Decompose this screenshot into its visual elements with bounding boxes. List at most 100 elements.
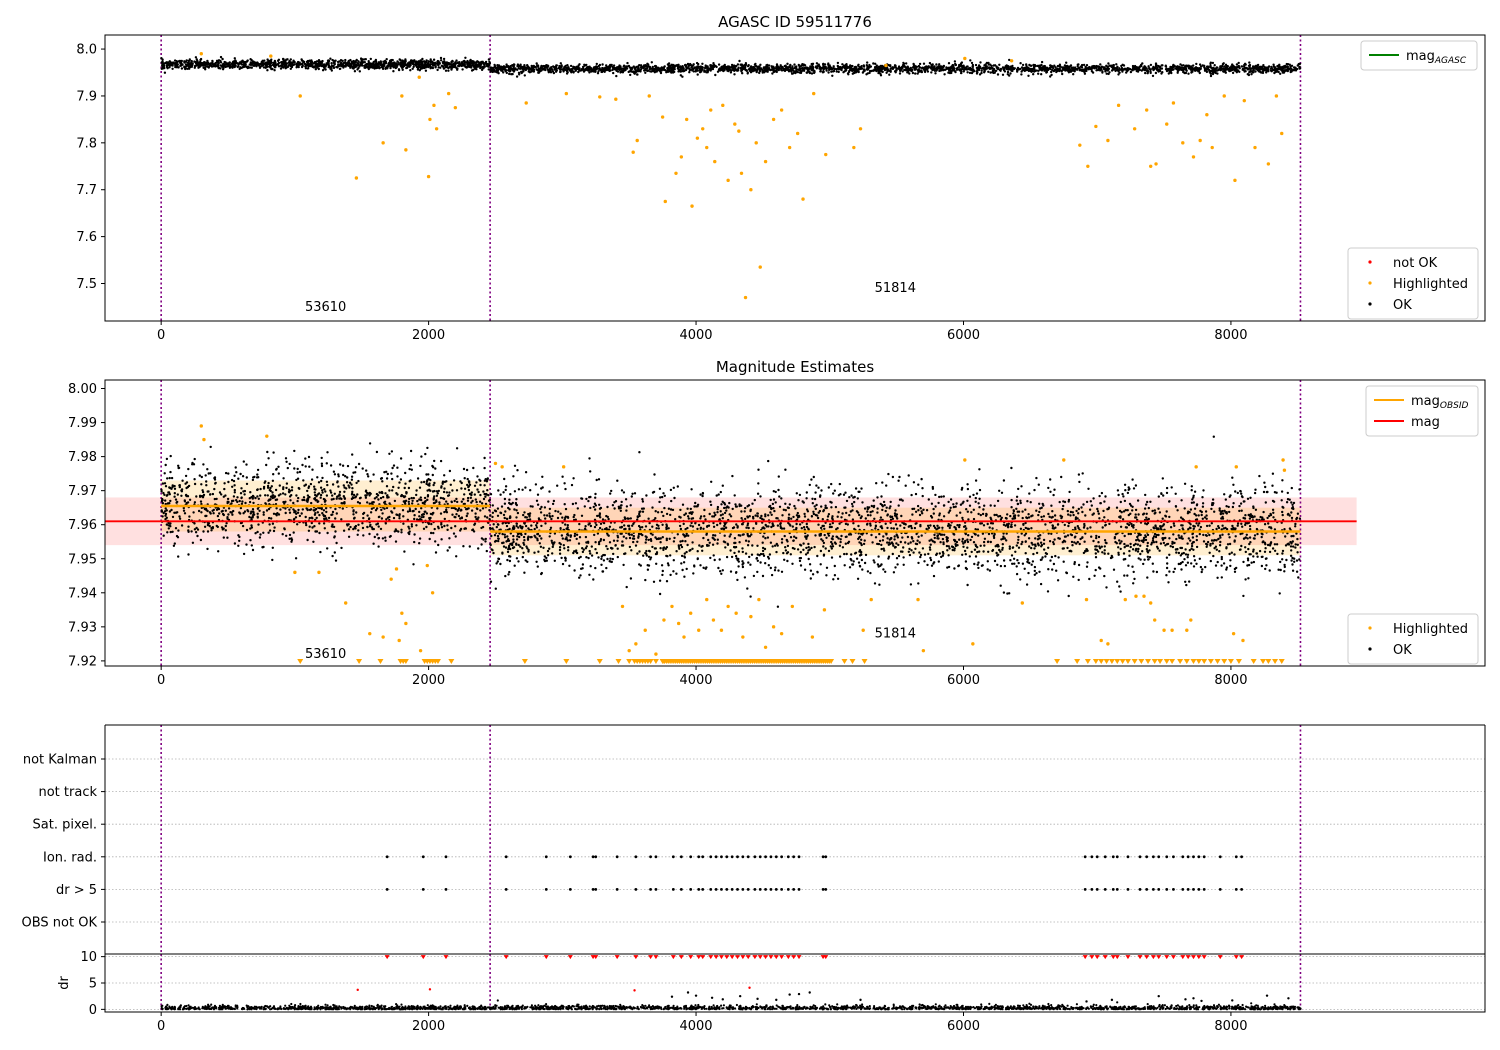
agasc-highlighted-point <box>733 122 737 126</box>
magest-highlighted-point <box>620 604 625 609</box>
dr-clipped-marker <box>729 955 735 960</box>
magest-clipped-marker <box>1201 659 1208 664</box>
dr-clipped-marker <box>1190 955 1196 960</box>
magest-highlighted-point <box>394 567 399 571</box>
agasc-highlighted-point <box>1106 138 1110 143</box>
magest-xtick-label: 6000 <box>947 673 980 688</box>
flag-marker <box>792 888 796 891</box>
flag-marker <box>780 855 784 859</box>
dr-outlier-point <box>1085 1000 1088 1003</box>
dr-clipped-marker <box>593 955 599 960</box>
flag-category-label: OBS not OK <box>22 916 98 931</box>
flag-marker <box>736 888 739 891</box>
agasc-highlighted-point <box>434 127 439 131</box>
magest-highlighted-point <box>1194 465 1198 469</box>
magest-highlighted-point <box>561 465 566 469</box>
flag-marker <box>1090 855 1094 859</box>
magest-highlighted-point <box>726 604 730 609</box>
magest-highlighted-point <box>1134 594 1138 598</box>
flag-marker <box>1151 888 1155 891</box>
dr-clipped-marker <box>796 955 802 960</box>
flag-marker <box>741 888 745 891</box>
magest-clipped-marker <box>1260 659 1267 664</box>
flag-marker <box>1192 888 1195 891</box>
agasc-highlighted-point <box>1233 178 1237 183</box>
dr-outlier-point <box>710 996 714 999</box>
flag-marker <box>679 855 683 859</box>
dr-outlier-point <box>1110 998 1114 1002</box>
magest-obsid-label: 51814 <box>875 627 916 642</box>
flag-marker <box>1095 855 1099 859</box>
magest-clipped-marker <box>1054 659 1061 664</box>
flag-marker <box>786 855 790 859</box>
magest-clipped-marker <box>521 659 528 664</box>
agasc-highlighted-point <box>812 91 816 96</box>
dr-clipped-marker <box>700 955 706 960</box>
dr-clipped-marker <box>1196 955 1202 960</box>
flag-marker <box>709 855 713 859</box>
dr-ytick-label: 0 <box>89 1003 97 1018</box>
magest-highlighted-point <box>734 611 738 615</box>
flag-marker <box>697 855 701 859</box>
dr-outlier-point <box>356 988 359 992</box>
agasc-title: AGASC ID 59511776 <box>718 13 872 31</box>
flag-marker <box>769 855 773 859</box>
flag-marker <box>594 855 598 859</box>
agasc-axes-frame <box>104 34 1486 322</box>
flag-marker <box>730 855 734 859</box>
agasc-ytick-label: 7.8 <box>76 136 97 151</box>
agasc-lower-legend-marker <box>1368 260 1372 264</box>
magest-highlighted-point <box>1123 597 1127 602</box>
dr-clipped-marker <box>1156 955 1162 960</box>
agasc-highlighted-point <box>269 54 273 58</box>
agasc-highlighted-point <box>749 188 753 192</box>
agasc-highlighted-point <box>381 141 385 145</box>
flag-marker <box>736 855 739 859</box>
flag-marker <box>824 855 828 859</box>
magest-clipped-marker <box>1157 659 1164 664</box>
magest-ytick-label: 7.99 <box>68 416 97 431</box>
flag-marker <box>821 888 825 891</box>
agasc-highlighted-point <box>739 171 744 176</box>
magest-clipped-marker <box>647 659 654 664</box>
magest-xtick-label: 0 <box>157 673 165 688</box>
flag-marker <box>1240 888 1244 891</box>
dr-outlier-point <box>670 995 674 998</box>
agasc-lower-legend-marker <box>1368 302 1372 306</box>
agasc-highlighted-point <box>695 136 700 140</box>
agasc-highlighted-point <box>713 159 717 164</box>
magest-highlighted-point <box>682 635 686 639</box>
flag-marker <box>1157 888 1161 891</box>
agasc-highlighted-point <box>1078 143 1082 147</box>
flag-marker <box>649 888 652 891</box>
magest-highlighted-point <box>1084 597 1089 602</box>
flag-marker <box>1115 888 1119 891</box>
magest-highlighted-point <box>1282 468 1287 472</box>
agasc-highlighted-point <box>663 199 667 204</box>
flags-panel: not Kalman not track Sat. pixel. Ion. rad. d… <box>22 724 1486 954</box>
dr-outlier-point <box>748 986 751 989</box>
flag-marker <box>764 855 767 859</box>
agasc-highlighted-point <box>1266 162 1271 166</box>
magest-clipped-marker <box>1190 659 1197 664</box>
magest-highlighted-point <box>763 645 768 649</box>
dr-clipped-marker <box>1150 955 1156 960</box>
magest-highlighted-point <box>1020 601 1025 605</box>
dr-outlier-point <box>1287 997 1290 1000</box>
agasc-ytick-label: 7.7 <box>76 183 97 198</box>
magest-highlighted-point <box>1106 642 1110 646</box>
magest-highlighted-point <box>869 597 873 602</box>
agasc-highlighted-point <box>614 97 618 101</box>
magest-obsid-label: 53610 <box>305 647 346 662</box>
agasc-highlighted-point <box>1280 131 1284 136</box>
magnitude-panel: Magnitude Estimates 53610 51814 0 2000 4000 6… <box>68 358 1486 688</box>
agasc-ytick-label: 8.0 <box>76 43 97 58</box>
agasc-highlighted-point <box>1165 122 1169 126</box>
flag-marker <box>591 888 595 891</box>
magest-clipped-marker <box>1177 659 1184 664</box>
flag-marker <box>679 888 683 891</box>
magest-highlighted-point <box>293 570 297 575</box>
agasc-highlighted-point <box>428 117 432 122</box>
magest-highlighted-point <box>1231 631 1236 636</box>
magest-highlighted-point <box>202 437 206 442</box>
